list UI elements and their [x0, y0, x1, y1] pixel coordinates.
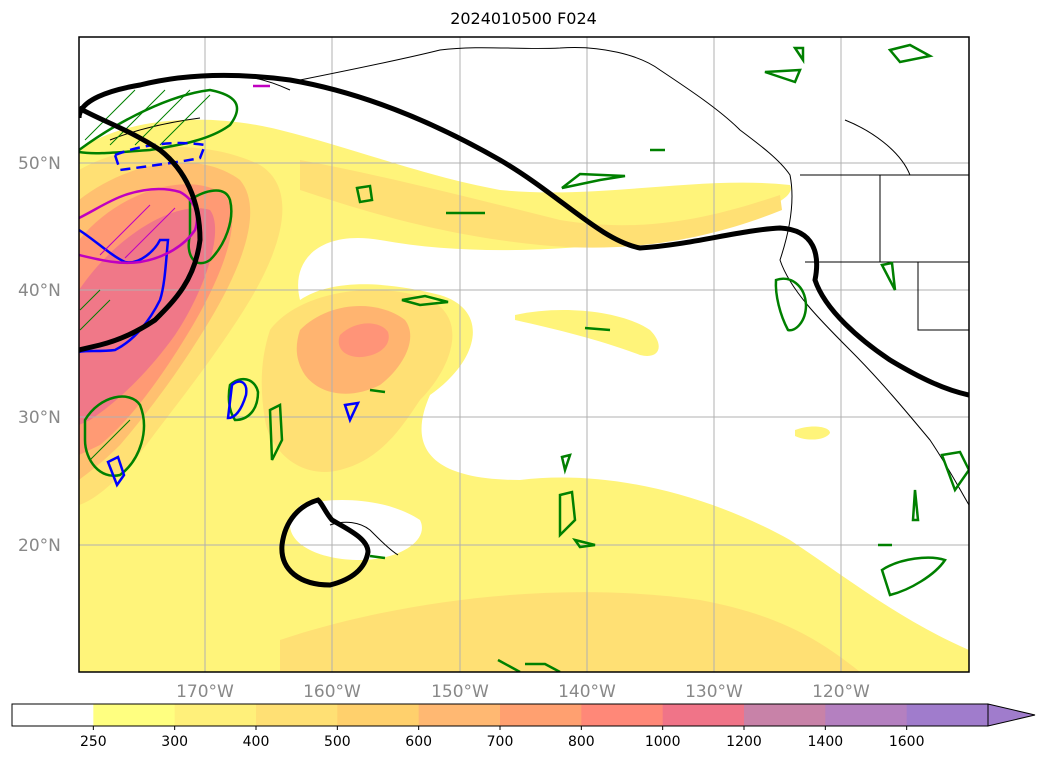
colorbar-tick-label: 300	[161, 734, 188, 750]
lat-label: 50°N	[18, 154, 61, 174]
lon-label: 150°W	[431, 682, 489, 702]
shade-region-jet	[300, 160, 782, 248]
map-title: 2024010500 F024	[450, 9, 597, 28]
colorbar-segment	[256, 704, 338, 726]
lon-label: 140°W	[558, 682, 616, 702]
colorbar-tick-label: 1000	[645, 734, 681, 750]
magenta-hatch	[99, 204, 176, 259]
colorbar-segment	[337, 704, 420, 726]
colorbar-segment	[500, 704, 582, 726]
map-frame	[78, 36, 970, 673]
blue-contours	[79, 141, 361, 488]
shade-region-south	[280, 592, 860, 672]
lon-label: 170°W	[176, 682, 234, 702]
colorbar-tick-label: 700	[487, 734, 514, 750]
colorbar-ticks: 250 300 400 500 600 700 800 1000 1200 1400 1600	[80, 726, 925, 750]
colorbar-tick-label: 400	[243, 734, 270, 750]
colorbar-tick-label: 600	[405, 734, 432, 750]
lat-label: 30°N	[18, 408, 61, 428]
colorbar-tick-label: 1400	[808, 734, 844, 750]
lat-label: 40°N	[18, 281, 61, 301]
colorbar-segment	[906, 704, 989, 726]
lon-label: 160°W	[303, 682, 361, 702]
colorbar-segment	[418, 704, 501, 726]
colorbar-segment	[93, 704, 176, 726]
colorbar-tick-label: 250	[80, 734, 107, 750]
colorbar-tick-label: 800	[568, 734, 595, 750]
colorbar-segment	[662, 704, 745, 726]
colorbar-tick-label: 500	[324, 734, 351, 750]
colorbar-segment	[174, 704, 257, 726]
lat-label: 20°N	[18, 536, 61, 556]
colorbar-extend-arrow	[987, 703, 1036, 727]
shade-region-central-3	[338, 323, 389, 358]
map-panel	[78, 36, 970, 673]
colorbar-segment	[12, 704, 94, 726]
colorbar-tick-label: 1200	[726, 734, 762, 750]
green-hatch	[79, 89, 211, 461]
colorbar-tick-label: 1600	[889, 734, 925, 750]
lon-label: 120°W	[812, 682, 870, 702]
longitude-labels: 170°W 160°W 150°W 140°W 130°W 120°W	[176, 682, 870, 702]
colorbar-segment	[581, 704, 664, 726]
latitude-labels: 50°N 40°N 30°N 20°N	[18, 154, 61, 556]
shade-region-patch-2	[795, 426, 830, 440]
black-contours	[79, 72, 969, 588]
colorbar-segment	[744, 704, 826, 726]
colorbar	[11, 703, 1036, 727]
lon-label: 130°W	[685, 682, 743, 702]
green-contours	[79, 43, 969, 672]
colorbar-segment	[825, 704, 908, 726]
